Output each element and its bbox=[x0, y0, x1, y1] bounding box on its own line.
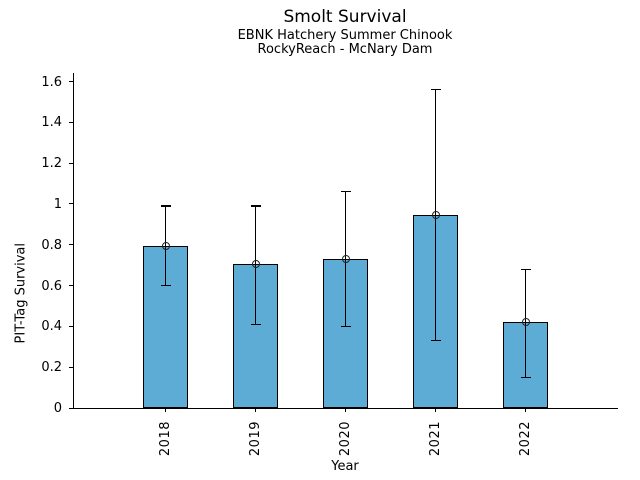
x-tick-mark bbox=[525, 408, 526, 412]
y-tick-mark bbox=[69, 244, 73, 246]
x-tick-mark bbox=[345, 408, 346, 412]
error-cap-bottom-2020 bbox=[340, 325, 351, 328]
y-tick-mark bbox=[69, 325, 73, 327]
x-tick-label-2022: 2022 bbox=[517, 421, 533, 457]
x-tick-mark bbox=[435, 408, 436, 412]
error-cap-top-2018 bbox=[160, 205, 171, 207]
y-tick-mark bbox=[69, 285, 73, 287]
point-marker-2021 bbox=[431, 211, 440, 220]
x-tick-label-2021: 2021 bbox=[427, 421, 443, 457]
chart-title: Smolt Survival bbox=[283, 7, 407, 27]
point-marker-2019 bbox=[251, 260, 260, 269]
y-tick-label: 0.4 bbox=[41, 319, 62, 335]
x-tick-label-2020: 2020 bbox=[337, 421, 353, 457]
y-tick-label: 0 bbox=[53, 401, 62, 416]
point-marker-2018 bbox=[161, 241, 170, 250]
error-cap-bottom-2021 bbox=[430, 339, 441, 342]
x-tick-mark bbox=[255, 408, 256, 412]
y-tick-mark bbox=[69, 407, 73, 409]
y-tick-label: 0.8 bbox=[41, 237, 62, 253]
error-cap-bottom-2019 bbox=[250, 323, 261, 326]
error-cap-top-2019 bbox=[250, 205, 261, 207]
y-tick-mark bbox=[69, 366, 73, 368]
chart-subtitle-line1: EBNK Hatchery Summer Chinook bbox=[237, 28, 453, 43]
error-cap-top-2020 bbox=[340, 190, 351, 193]
y-tick-label: 0.2 bbox=[41, 360, 62, 376]
y-tick-mark bbox=[69, 203, 73, 205]
y-tick-label: 1.2 bbox=[41, 156, 62, 172]
plot-area: 0 0.2 0.4 0.6 0.8 1 1.2 1.4 1.6 2018 2019 2020 2021 2… bbox=[41, 73, 618, 456]
y-tick-mark bbox=[69, 162, 73, 164]
error-cap-top-2021 bbox=[430, 88, 441, 91]
y-tick-label: 1 bbox=[53, 196, 62, 212]
error-cap-top-2022 bbox=[520, 268, 531, 271]
x-axis-label: Year bbox=[331, 459, 359, 474]
y-tick-mark bbox=[69, 121, 73, 123]
x-tick-label-2018: 2018 bbox=[157, 421, 173, 457]
error-cap-bottom-2018 bbox=[160, 284, 171, 287]
y-tick-mark bbox=[69, 81, 73, 83]
error-cap-bottom-2022 bbox=[520, 376, 531, 379]
point-marker-2020 bbox=[341, 255, 350, 264]
point-marker-2022 bbox=[521, 318, 530, 327]
y-tick-label: 0.6 bbox=[41, 278, 62, 294]
chart-subtitle-line2: RockyReach - McNary Dam bbox=[257, 42, 433, 57]
x-tick-mark bbox=[165, 408, 166, 412]
y-tick-label: 1.4 bbox=[41, 115, 62, 131]
x-tick-label-2019: 2019 bbox=[247, 421, 263, 457]
y-tick-label: 1.6 bbox=[41, 74, 62, 90]
